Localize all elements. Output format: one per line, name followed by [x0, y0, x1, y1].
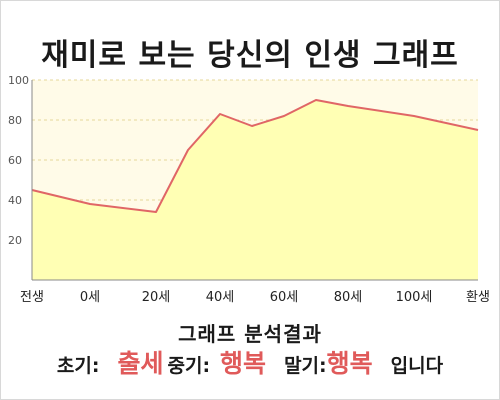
x-tick-label: 0세 — [80, 290, 100, 305]
y-tick-label: 60 — [8, 154, 22, 167]
mid-label: 중기: — [167, 355, 211, 377]
y-tick-label: 80 — [8, 114, 22, 127]
y-tick-label: 40 — [8, 194, 22, 207]
x-tick-label: 40세 — [206, 290, 235, 305]
late-label: 말기: — [284, 355, 327, 377]
x-tick-label: 100세 — [396, 290, 433, 305]
x-tick-label: 20세 — [142, 290, 171, 305]
page-title: 재미로 보는 당신의 인생 그래프 — [41, 38, 459, 73]
early-label: 초기: — [56, 355, 100, 377]
x-tick-label: 전생 — [20, 290, 44, 305]
mid-value: 행복 — [220, 349, 267, 378]
y-tick-label: 100 — [8, 74, 29, 87]
result-title: 그래프 분석결과 — [178, 322, 322, 346]
y-tick-label: 20 — [8, 234, 22, 247]
life-series-line — [31, 99, 479, 213]
early-value: 출세 — [117, 349, 164, 378]
result-summary: 초기: 출세 중기: 행복 말기:행복 입니다 — [0, 344, 500, 384]
life-area-fill — [32, 100, 478, 280]
x-tick-label: 60세 — [270, 290, 299, 305]
late-value: 행복 — [326, 349, 373, 378]
x-tick-label: 환생 — [466, 290, 490, 305]
result-suffix: 입니다 — [390, 355, 444, 377]
x-tick-label: 80세 — [334, 290, 363, 305]
